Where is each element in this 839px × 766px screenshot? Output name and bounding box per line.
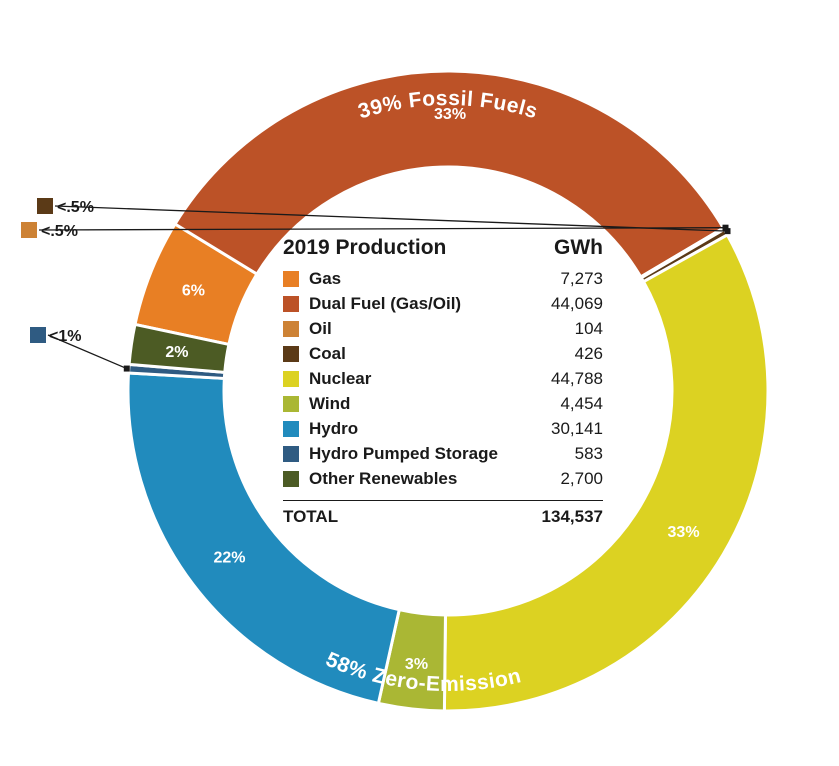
legend-row-oil: Oil 104 [283, 316, 603, 341]
legend-label: Dual Fuel (Gas/Oil) [309, 293, 462, 313]
slice-label-other-renewables: 2% [165, 344, 188, 361]
callout-label-oil: <.5% [41, 223, 78, 240]
legend-swatch-nuclear [283, 370, 299, 387]
slice-other-renewables [127, 322, 231, 374]
callout-line-hydro-pumped-storage [47, 334, 128, 370]
legend-value: 44,788 [551, 368, 603, 388]
slice-label-wind: 3% [405, 656, 428, 673]
legend-swatch-other-renewables [283, 470, 299, 487]
callout-swatch-oil [21, 222, 37, 238]
legend-label: Hydro Pumped Storage [309, 443, 498, 463]
legend-label: Coal [309, 343, 346, 363]
legend-row-gas: Gas 7,273 [283, 266, 603, 291]
slice-nuclear [442, 233, 770, 713]
legend-value: 4,454 [560, 393, 603, 413]
legend-label: Oil [309, 318, 332, 338]
callout-line-coal [54, 205, 728, 232]
slice-label-dual-fuel-gas-oil: 33% [434, 106, 466, 123]
slice-label-hydro: 22% [213, 549, 245, 566]
legend-value: 7,273 [560, 268, 603, 288]
legend-total-value: 134,537 [541, 507, 603, 526]
legend-row-nuclear: Nuclear 44,788 [283, 366, 603, 391]
legend-divider [283, 500, 603, 501]
slice-dual-fuel-gas-oil [173, 69, 725, 279]
callout-line-oil [38, 227, 726, 231]
legend-row-hydro-pumped-storage: Hydro Pumped Storage 583 [283, 441, 603, 466]
slice-label-gas: 6% [182, 283, 205, 300]
legend-label: Other Renewables [309, 468, 458, 488]
legend-total-row: TOTAL 134,537 [283, 507, 603, 527]
legend-swatch-gas [283, 270, 299, 287]
callout-swatch-coal [37, 198, 53, 214]
legend-value: 2,700 [560, 468, 603, 488]
legend-swatch-hydro-pumped-storage [283, 445, 299, 462]
legend-row-wind: Wind 4,454 [283, 391, 603, 416]
legend-row-other-renewables: Other Renewables 2,700 [283, 466, 603, 491]
slice-hydro [126, 371, 401, 705]
legend-row-coal: Coal 426 [283, 341, 603, 366]
legend-swatch-oil [283, 320, 299, 337]
legend-title: 2019 Production [283, 236, 447, 259]
legend-label: Nuclear [309, 368, 372, 388]
legend-swatch-coal [283, 345, 299, 362]
callout-dot-oil [722, 224, 729, 231]
legend-rows: Gas 7,273 Dual Fuel (Gas/Oil) 44,069 Oil 104 C… [283, 266, 603, 491]
legend-value: 44,069 [551, 293, 603, 313]
legend-row-dual-fuel-gas-oil: Dual Fuel (Gas/Oil) 44,069 [283, 291, 603, 316]
legend-value: 426 [574, 343, 603, 363]
slice-label-nuclear: 33% [668, 524, 700, 541]
legend-label: Wind [309, 393, 351, 413]
legend-header: 2019 Production GWh [283, 236, 603, 260]
legend-swatch-hydro [283, 420, 299, 437]
chart-legend: 2019 Production GWh Gas 7,273 Dual Fuel (G… [283, 236, 603, 527]
legend-label: Hydro [309, 418, 359, 438]
legend-label: Gas [309, 268, 342, 288]
legend-total-label: TOTAL [283, 507, 339, 526]
callout-dot-hydro-pumped-storage [123, 365, 130, 372]
legend-value: 104 [574, 318, 603, 338]
legend-swatch-dual-fuel-gas-oil [283, 295, 299, 312]
callout-label-coal: <.5% [57, 199, 94, 216]
callout-swatch-hydro-pumped-storage [30, 327, 46, 343]
legend-swatch-wind [283, 395, 299, 412]
callout-label-hydro-pumped-storage: <1% [49, 328, 81, 345]
legend-row-hydro: Hydro 30,141 [283, 416, 603, 441]
callout-dot-coal [724, 228, 731, 235]
legend-value: 30,141 [551, 418, 603, 438]
legend-value: 583 [574, 443, 603, 463]
legend-unit-header: GWh [554, 236, 603, 259]
